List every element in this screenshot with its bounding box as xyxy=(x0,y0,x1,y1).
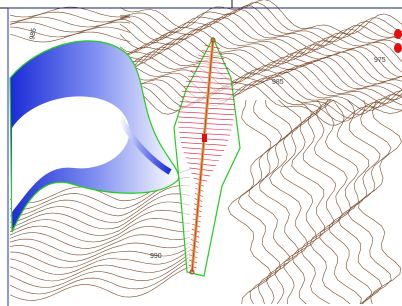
station-marker xyxy=(202,134,207,142)
marker xyxy=(394,43,402,53)
contour-label: 985 xyxy=(272,79,284,86)
marker xyxy=(394,29,402,39)
contour-label: 975 xyxy=(374,57,386,64)
topo-map: 985 985 975 990 xyxy=(0,0,402,306)
contour-label: 990 xyxy=(150,253,162,260)
